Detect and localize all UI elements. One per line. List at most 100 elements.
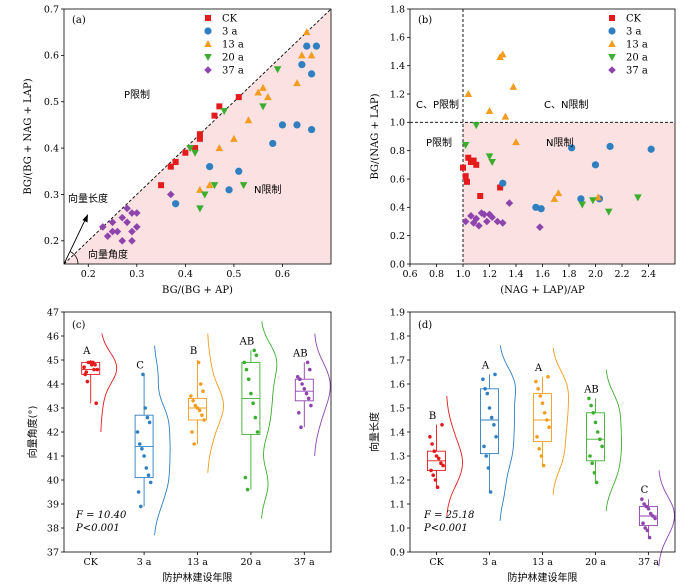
panel-b-point-3a	[499, 179, 507, 187]
panel-a-point-13a	[205, 181, 214, 189]
panel-a-x-tick-label: 0.6	[275, 269, 290, 280]
pd-point	[430, 442, 434, 446]
panel-b-y-tick-label: 1.6	[390, 33, 405, 44]
pc-point	[304, 391, 309, 396]
pc-point	[146, 473, 151, 478]
panel-a-point-37a	[167, 190, 175, 199]
legend-marker	[204, 40, 212, 47]
panel-a-point-20a	[220, 108, 228, 115]
panel-b-point-CK	[473, 161, 480, 168]
pc-point	[199, 382, 203, 386]
pd-point	[537, 447, 541, 451]
panel-a-point-3a	[298, 61, 306, 69]
pd-point	[494, 435, 498, 439]
panel-b-point-37a	[480, 210, 488, 219]
pd-significance-letter: C	[641, 485, 649, 496]
panel-b-point-CK	[465, 154, 472, 161]
panel-a-point-CK	[167, 163, 174, 170]
one-to-one-line	[63, 8, 332, 265]
legend-marker	[205, 15, 211, 21]
legend-marker	[608, 40, 616, 47]
panel-a-x-tick-label: 0.2	[81, 269, 96, 280]
pd-point	[485, 391, 490, 396]
panel-b-x-axis-label: (NAG + LAP)/AP	[500, 285, 585, 296]
pd-point	[598, 437, 602, 442]
legend-marker	[609, 15, 615, 21]
panel-b-point-13a	[512, 138, 520, 146]
pd-x-tick-label: 37 a	[638, 557, 659, 568]
panel-d-p-stat: P<0.001	[423, 523, 468, 534]
pc-point	[297, 411, 301, 415]
panel-b-y-tick-label: 0.4	[390, 203, 405, 214]
pd-point	[489, 415, 494, 420]
pd-point	[436, 456, 441, 461]
panel-a-point-CK	[235, 94, 242, 101]
panel-b-point-13a	[464, 90, 473, 97]
panel-a-point-3a	[303, 42, 311, 50]
pc-significance-letter: AB	[292, 348, 308, 359]
pc-point	[141, 372, 145, 377]
panel-a-point-20a	[259, 103, 267, 111]
pc-point	[309, 403, 313, 408]
pc-point	[139, 504, 143, 509]
panel-a-point-37a	[118, 213, 127, 222]
panel-d-label: (d)	[418, 320, 432, 331]
panel-b-point-37a	[498, 219, 507, 227]
legend-entry: 13 a	[626, 40, 648, 51]
panel-b-point-3a	[591, 161, 600, 169]
panel-b-y-tick-label: 0.0	[390, 259, 405, 270]
panel-b-point-13a	[509, 82, 518, 90]
pd-point	[590, 461, 594, 466]
panel-a-point-13a	[302, 28, 311, 36]
panel-a-point-13a	[307, 51, 316, 59]
pc-x-tick-label: CK	[84, 557, 99, 568]
panel-b-y-axis-label: BG/(NAG + LAP)	[370, 93, 381, 179]
panel-a-point-3a	[312, 42, 321, 50]
panel-a-point-3a	[278, 121, 287, 129]
pd-point	[648, 511, 653, 516]
pc-point	[249, 391, 253, 396]
pd-point	[651, 514, 655, 518]
pc-point	[147, 420, 152, 425]
pd-point	[647, 535, 652, 540]
legend-marker	[608, 54, 616, 61]
legend-entry: CK	[626, 14, 642, 25]
panel-b-point-20a	[461, 142, 470, 149]
panel-a-point-37a	[118, 237, 127, 245]
pd-box	[480, 388, 499, 455]
panel-b-y-tick-label: 0.8	[390, 146, 405, 157]
panel-c-x-axis-label: 防护林建设年限	[163, 571, 233, 584]
pd-box	[586, 412, 605, 462]
pc-y-tick-label: 38	[47, 523, 59, 534]
pd-point	[428, 435, 432, 439]
pd-point	[439, 461, 443, 466]
panel-b-x-tick-label: 1.0	[455, 269, 470, 280]
pc-point	[144, 466, 149, 470]
panel-b-y-tick-label: 1.0	[390, 118, 405, 129]
panel-b-point-37a	[536, 223, 544, 231]
panel-b-cn-region-label: C、N限制	[544, 98, 588, 111]
legend-marker	[204, 66, 212, 74]
pc-y-tick-label: 46	[47, 331, 59, 342]
pc-y-tick-label: 47	[47, 307, 59, 318]
panel-b-point-3a	[606, 142, 614, 151]
pc-point	[136, 490, 141, 494]
panel-b-x-tick-label: 2.4	[641, 269, 656, 280]
pc-point	[143, 406, 147, 410]
panel-a-point-20a	[196, 205, 204, 213]
pc-y-tick-label: 42	[47, 427, 59, 438]
panel-a-point-37a	[113, 227, 122, 236]
panel-a-point-37a	[133, 209, 141, 217]
pd-point	[534, 379, 538, 384]
pd-point	[642, 502, 646, 506]
pd-point	[488, 490, 493, 494]
pd-point	[646, 507, 651, 511]
legend-entry: 3 a	[626, 27, 642, 38]
panel-a-y-tick-label: 0.2	[44, 236, 59, 247]
panel-b-point-13a	[485, 107, 494, 114]
pd-point	[536, 387, 540, 391]
pd-point	[431, 473, 436, 478]
pd-significance-letter: A	[481, 360, 490, 371]
pd-x-tick-label: 13 a	[532, 557, 553, 568]
panel-b-point-CK	[477, 193, 484, 199]
